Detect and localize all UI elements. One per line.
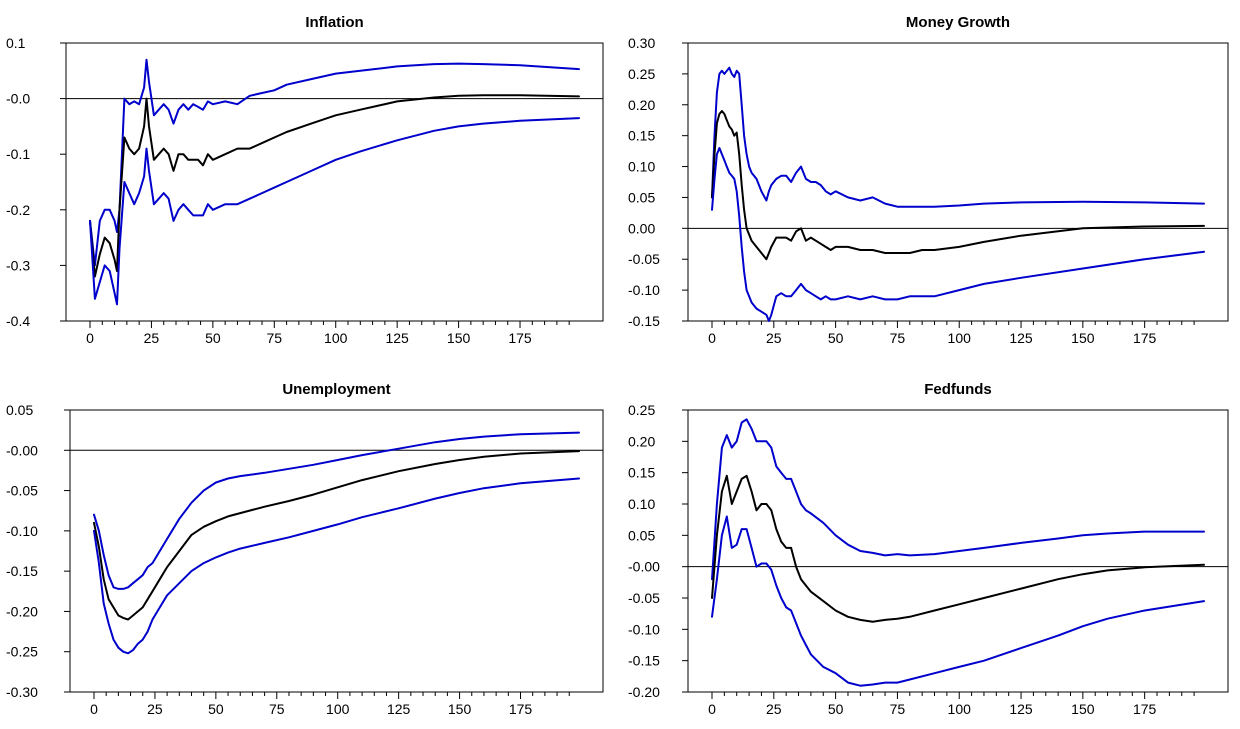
series-middle-line bbox=[93, 450, 580, 621]
x-tick-label: 25 bbox=[147, 701, 163, 717]
x-tick-label: 100 bbox=[948, 330, 972, 346]
y-tick-label: -0.05 bbox=[6, 483, 38, 499]
x-tick-label: 50 bbox=[828, 330, 844, 346]
plot-frame bbox=[65, 42, 604, 322]
x-tick-label: 75 bbox=[890, 330, 906, 346]
y-tick-label: -0.20 bbox=[6, 603, 38, 619]
x-tick-label: 25 bbox=[144, 330, 160, 346]
series-upper-line bbox=[711, 418, 1205, 581]
y-tick-label: -0.05 bbox=[628, 251, 660, 267]
y-tick-label: 0.15 bbox=[628, 128, 655, 144]
y-tick-label: -0.2 bbox=[6, 202, 30, 218]
y-tick-label: -0.15 bbox=[6, 563, 38, 579]
y-tick-label: 0.05 bbox=[628, 189, 655, 205]
y-tick-label: -0.05 bbox=[628, 590, 660, 606]
y-tick-label: 0.05 bbox=[628, 527, 655, 543]
series-middle-line bbox=[89, 94, 580, 278]
x-tick-label: 0 bbox=[708, 701, 716, 717]
x-tick-label: 0 bbox=[90, 701, 98, 717]
x-tick-label: 175 bbox=[508, 330, 532, 346]
panel-unemployment: Unemployment 0.05 -0.00 -0.05 -0.10 -0.15 -0.2… bbox=[6, 381, 604, 717]
x-tick-label: 100 bbox=[326, 701, 350, 717]
y-tick-label: -0.3 bbox=[6, 257, 30, 273]
series-upper-line bbox=[89, 58, 580, 267]
series-middle-line bbox=[711, 474, 1205, 623]
y-tick-label: -0.20 bbox=[628, 684, 660, 700]
x-tick-label: 100 bbox=[324, 330, 348, 346]
panel-inflation: Inflation 0.1 -0.0 -0.1 -0.2 -0.3 -0.4 0 25 50 75 1… bbox=[6, 14, 604, 346]
y-tick-label: 0.20 bbox=[628, 97, 655, 113]
x-tick-label: 25 bbox=[766, 701, 782, 717]
x-tick-label: 0 bbox=[86, 330, 94, 346]
x-tick-label: 75 bbox=[269, 701, 285, 717]
series-upper-line bbox=[711, 66, 1205, 208]
y-tick-label: -0.25 bbox=[6, 644, 38, 660]
y-tick-label: 0.10 bbox=[628, 159, 655, 175]
series-lower-line bbox=[89, 117, 580, 306]
series-upper-line bbox=[93, 431, 580, 590]
y-tick-label: 0.25 bbox=[628, 66, 655, 82]
panel-fedfunds: Fedfunds 0.25 0.20 0.15 0.10 0.05 -0.00 -0.05 -0… bbox=[628, 381, 1229, 717]
y-tick-label: 0.15 bbox=[628, 465, 655, 481]
x-tick-label: 150 bbox=[448, 701, 472, 717]
series-lower-line bbox=[711, 147, 1205, 322]
plot-frame bbox=[687, 409, 1229, 693]
x-tick-label: 175 bbox=[1133, 701, 1157, 717]
plot-frame bbox=[687, 42, 1229, 322]
x-tick-label: 125 bbox=[1009, 701, 1033, 717]
panel-title: Money Growth bbox=[906, 14, 1010, 31]
x-tick-label: 50 bbox=[205, 330, 221, 346]
series-middle-line bbox=[711, 110, 1205, 261]
x-tick-label: 150 bbox=[1071, 330, 1095, 346]
panel-title: Fedfunds bbox=[924, 381, 992, 398]
y-tick-label: -0.10 bbox=[628, 621, 660, 637]
y-tick-label: -0.10 bbox=[628, 282, 660, 298]
y-tick-label: -0.4 bbox=[6, 313, 30, 329]
y-tick-label: -0.30 bbox=[6, 684, 38, 700]
x-tick-label: 75 bbox=[267, 330, 283, 346]
plot-frame bbox=[69, 409, 604, 693]
x-tick-label: 50 bbox=[208, 701, 224, 717]
x-tick-label: 125 bbox=[385, 330, 409, 346]
x-tick-label: 0 bbox=[708, 330, 716, 346]
x-tick-label: 50 bbox=[828, 701, 844, 717]
x-tick-label: 125 bbox=[387, 701, 411, 717]
y-tick-label: 0.25 bbox=[628, 402, 655, 418]
y-tick-label: -0.0 bbox=[6, 91, 30, 107]
x-tick-label: 25 bbox=[766, 330, 782, 346]
x-tick-label: 150 bbox=[1071, 701, 1095, 717]
x-tick-label: 175 bbox=[509, 701, 533, 717]
x-tick-label: 125 bbox=[1009, 330, 1033, 346]
y-tick-label: -0.00 bbox=[628, 559, 660, 575]
y-tick-label: 0.1 bbox=[6, 35, 26, 51]
y-tick-label: 0.10 bbox=[628, 496, 655, 512]
y-tick-label: -0.1 bbox=[6, 146, 30, 162]
y-tick-label: -0.00 bbox=[6, 442, 38, 458]
panel-money-growth: Money Growth 0.30 0.25 0.20 0.15 0.10 0.05 0.00… bbox=[628, 14, 1229, 346]
x-tick-label: 100 bbox=[948, 701, 972, 717]
y-tick-label: -0.15 bbox=[628, 313, 660, 329]
x-tick-label: 150 bbox=[447, 330, 471, 346]
x-tick-label: 75 bbox=[890, 701, 906, 717]
series-lower-line bbox=[711, 515, 1205, 687]
y-tick-label: 0.30 bbox=[628, 35, 655, 51]
panel-title: Inflation bbox=[305, 14, 363, 31]
y-tick-label: 0.20 bbox=[628, 433, 655, 449]
y-tick-label: -0.10 bbox=[6, 523, 38, 539]
series-lower-line bbox=[93, 477, 580, 655]
y-tick-label: -0.15 bbox=[628, 653, 660, 669]
panel-title: Unemployment bbox=[282, 381, 390, 398]
x-tick-label: 175 bbox=[1133, 330, 1157, 346]
y-tick-label: 0.05 bbox=[6, 402, 33, 418]
y-tick-label: 0.00 bbox=[628, 220, 655, 236]
